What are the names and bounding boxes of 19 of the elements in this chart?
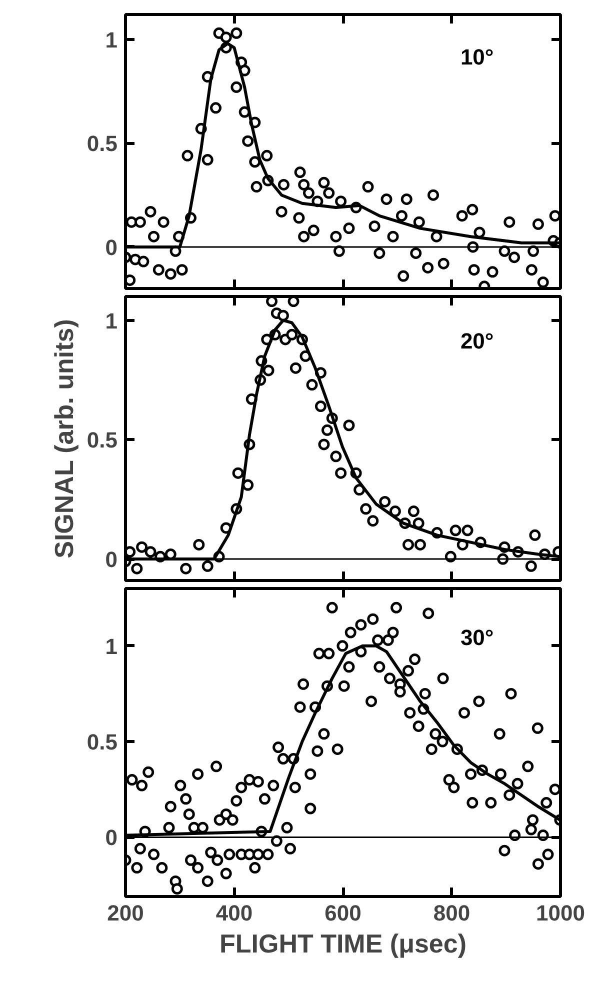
annotation: 10° [460, 44, 494, 70]
x-tick-label: 200 [107, 900, 144, 926]
x-axis-title: FLIGHT TIME (μsec) [219, 928, 467, 958]
annotation: 20° [460, 328, 494, 354]
y-axis-title: SIGNAL (arb. units) [48, 319, 79, 558]
y-tick-label: 0.5 [86, 428, 118, 453]
x-tick-label: 400 [216, 900, 253, 926]
y-tick-label: 1 [105, 308, 118, 334]
y-tick-label: 0 [105, 825, 118, 850]
y-tick-label: 0 [105, 547, 118, 572]
x-tick-label: 800 [433, 900, 470, 926]
y-tick-label: 1 [105, 27, 118, 52]
annotation: 30° [460, 625, 494, 650]
y-tick-label: 0.5 [86, 730, 118, 755]
x-tick-label: 1000 [536, 900, 585, 926]
x-tick-label: 600 [324, 900, 362, 926]
y-tick-label: 1 [105, 634, 118, 659]
y-tick-label: 0.5 [86, 131, 118, 156]
y-tick-label: 0 [105, 234, 118, 260]
